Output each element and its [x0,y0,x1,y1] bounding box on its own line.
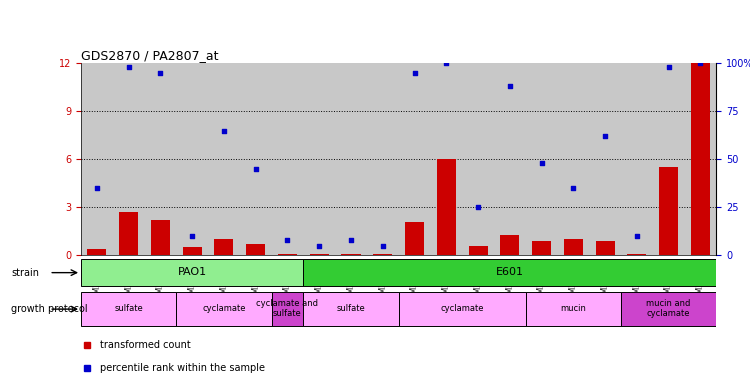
Bar [596,241,614,255]
Bar [405,222,424,255]
Point [694,60,706,66]
Bar [500,235,519,255]
Bar [183,247,202,255]
Bar [469,246,488,255]
Bar [240,63,272,255]
Point [186,233,198,239]
Bar [564,239,583,255]
Bar [278,254,297,255]
Bar [526,63,557,255]
Bar [462,63,494,255]
Bar [621,292,716,326]
Bar [532,241,551,255]
Text: sulfate: sulfate [114,304,143,313]
Text: strain: strain [11,268,39,278]
Text: cyclamate and
sulfate: cyclamate and sulfate [256,299,319,318]
Point [154,70,166,76]
Bar [652,63,685,255]
Bar [303,63,335,255]
Text: PAO1: PAO1 [178,267,207,277]
Point [662,64,674,70]
Bar [374,254,392,255]
Bar [176,292,272,326]
Bar [151,220,170,255]
Bar [272,63,303,255]
Bar [341,254,361,255]
Bar [112,63,145,255]
Text: growth protocol: growth protocol [11,304,88,314]
Point [472,204,484,210]
Bar [176,63,208,255]
Point [631,233,643,239]
Point [504,83,516,89]
Bar [310,254,328,255]
Text: mucin: mucin [560,304,586,313]
Text: transformed count: transformed count [100,340,190,350]
Bar [557,63,590,255]
Bar [399,63,430,255]
Bar [208,63,240,255]
Point [599,133,611,139]
Bar [621,63,652,255]
Bar [526,292,621,326]
Text: mucin and
cyclamate: mucin and cyclamate [646,299,691,318]
Bar [436,159,456,255]
Bar [303,259,716,286]
Bar [246,244,266,255]
Point [440,60,452,66]
Bar [81,259,303,286]
Point [123,64,135,70]
Point [567,185,579,191]
Point [376,243,388,249]
Bar [303,292,399,326]
Text: cyclamate: cyclamate [440,304,484,313]
Bar [81,63,112,255]
Bar [691,63,710,255]
Bar [119,212,138,255]
Point [218,127,230,134]
Point [250,166,262,172]
Point [314,243,326,249]
Bar [399,292,526,326]
Bar [590,63,621,255]
Bar [494,63,526,255]
Text: sulfate: sulfate [337,304,365,313]
Bar [367,63,399,255]
Bar [272,292,303,326]
Bar [685,63,716,255]
Point [91,185,103,191]
Bar [659,167,678,255]
Bar [87,249,106,255]
Text: cyclamate: cyclamate [202,304,246,313]
Point [409,70,421,76]
Point [281,237,293,243]
Bar [335,63,367,255]
Bar [81,292,176,326]
Point [345,237,357,243]
Text: percentile rank within the sample: percentile rank within the sample [100,362,265,373]
Text: E601: E601 [496,267,524,277]
Text: GDS2870 / PA2807_at: GDS2870 / PA2807_at [81,49,218,62]
Point [536,160,548,166]
Bar [214,239,233,255]
Bar [430,63,462,255]
Bar [627,254,646,255]
Bar [145,63,176,255]
